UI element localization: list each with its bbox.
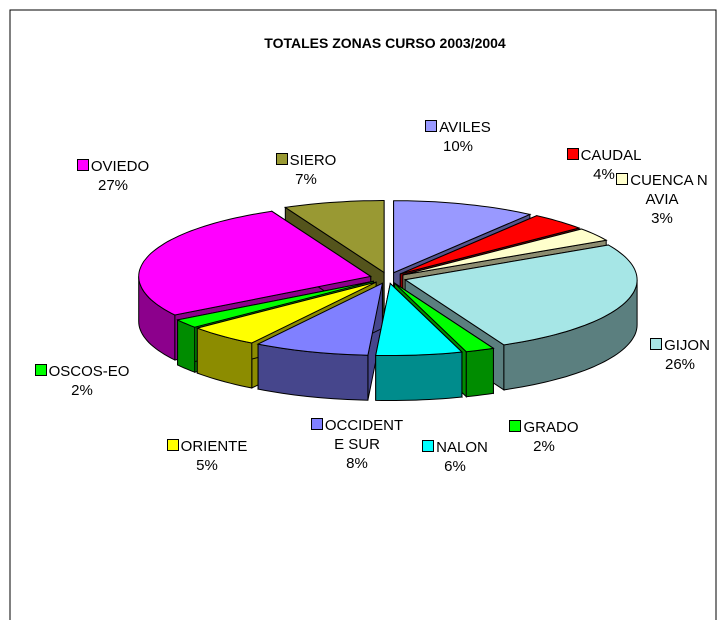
slice (400, 215, 581, 275)
data-label: OVIEDO 27% (58, 157, 168, 195)
data-label: OCCIDENTE SUR 8% (309, 416, 405, 473)
slice (375, 282, 464, 356)
category-label: GIJON (664, 337, 710, 354)
slice (403, 244, 638, 346)
legend-entry: OCCIDENTE SUR (309, 416, 405, 454)
category-label: CAUDAL (580, 147, 642, 164)
legend-entry: OVIEDO (58, 157, 168, 176)
slice-side (177, 319, 196, 373)
legend-swatch (422, 440, 435, 452)
category-label: AVILES (439, 119, 491, 136)
data-label: ORIENTE 5% (157, 437, 257, 475)
value-label: 4% (593, 166, 615, 183)
legend-swatch (425, 120, 438, 132)
slice (393, 200, 532, 274)
category-label: ORIENTE (180, 438, 248, 455)
value-label: 6% (444, 458, 466, 475)
legend-swatch (166, 439, 179, 451)
slice (256, 282, 384, 356)
chart-frame (9, 9, 717, 620)
legend-entry: OSCOS-EO (27, 362, 137, 381)
slice-side (375, 351, 463, 401)
value-label: 26% (664, 356, 696, 373)
value-label: 2% (533, 438, 555, 455)
category-label: NALON (436, 439, 488, 456)
legend-entry: GRADO (504, 418, 584, 437)
category-label: OVIEDO (90, 158, 150, 175)
data-label: GIJON 26% (640, 336, 718, 374)
category-label: GRADO (523, 419, 579, 436)
category-label: OCCIDENTE SUR (324, 417, 404, 453)
legend-entry: ORIENTE (157, 437, 257, 456)
legend-swatch (310, 418, 323, 430)
category-label: SIERO (289, 152, 337, 169)
value-label: 8% (346, 455, 368, 472)
legend-entry: AVILES (403, 118, 513, 137)
slice (394, 282, 495, 353)
legend-swatch (509, 420, 522, 432)
slice (176, 280, 374, 328)
slice (195, 281, 377, 344)
data-label: AVILES 10% (403, 118, 513, 156)
slice-side (465, 347, 494, 398)
chart-title: TOTALES ZONAS CURSO 2003/2004 (264, 35, 506, 51)
legend-entry: NALON (410, 438, 500, 457)
legend-entry: SIERO (256, 151, 356, 170)
value-label: 2% (71, 382, 93, 399)
data-label: NALON 6% (410, 438, 500, 476)
data-label: GRADO 2% (504, 418, 584, 456)
data-label: CUENCA NAVIA 3% (616, 171, 708, 228)
slice (402, 228, 608, 276)
legend-swatch (275, 153, 288, 165)
value-label: 3% (651, 210, 673, 227)
legend-entry: CAUDAL (549, 146, 659, 165)
value-label: 10% (442, 138, 474, 155)
slice (283, 199, 385, 274)
slice (138, 210, 372, 316)
value-label: 27% (97, 177, 129, 194)
data-label: CAUDAL 4% (549, 146, 659, 184)
legend-swatch (34, 364, 47, 376)
legend-entry: GIJON (640, 336, 718, 355)
legend-entry: CUENCA NAVIA (616, 171, 708, 209)
legend-swatch (566, 148, 579, 160)
value-label: 7% (295, 171, 317, 188)
legend-swatch (616, 173, 629, 185)
category-label: OSCOS-EO (48, 363, 130, 380)
category-label: CUENCA NAVIA (630, 172, 708, 208)
data-label: OSCOS-EO 2% (27, 362, 137, 400)
value-label: 5% (196, 457, 218, 474)
data-label: SIERO 7% (256, 151, 356, 189)
legend-swatch (650, 338, 663, 350)
legend-swatch (76, 159, 89, 171)
